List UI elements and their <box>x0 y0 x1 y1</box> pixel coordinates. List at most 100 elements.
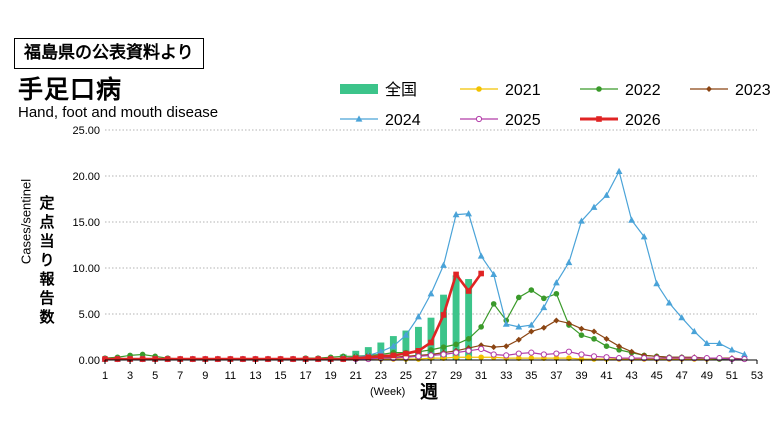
y-axis-label-jp: 定点当り報告数 <box>39 194 55 326</box>
point-2022 <box>528 287 535 293</box>
point-2023 <box>628 348 635 355</box>
x-tick-label: 23 <box>375 370 387 382</box>
point-2025 <box>415 353 422 360</box>
legend-marker-2021 <box>476 86 482 92</box>
y-tick-label: 15.00 <box>72 217 100 229</box>
point-2025 <box>691 355 698 362</box>
x-tick-label: 53 <box>751 370 763 382</box>
point-2024 <box>427 290 435 297</box>
x-tick-label: 45 <box>651 370 663 382</box>
x-tick-label: 51 <box>726 370 738 382</box>
point-2024 <box>502 320 510 327</box>
point-2025 <box>578 351 585 358</box>
point-2025 <box>716 355 723 362</box>
point-2025 <box>465 347 472 354</box>
point-2026 <box>227 356 234 362</box>
x-tick-label: 47 <box>676 370 688 382</box>
x-tick-label: 27 <box>425 370 437 382</box>
point-2021 <box>465 354 472 361</box>
legend-label-2025: 2025 <box>505 112 541 129</box>
point-2026 <box>202 356 209 362</box>
point-2022 <box>591 336 597 342</box>
x-tick-label: 19 <box>325 370 337 382</box>
point-2024 <box>741 350 748 358</box>
point-2026 <box>102 356 108 362</box>
line-2026 <box>105 272 483 361</box>
point-2026 <box>340 356 347 362</box>
point-2026 <box>302 356 309 362</box>
x-tick-label: 37 <box>550 370 562 382</box>
point-2025 <box>741 355 748 363</box>
chart-title: 手足口病 <box>18 75 123 104</box>
grid-lines <box>105 129 757 315</box>
point-2026 <box>114 356 121 362</box>
point-2025 <box>490 351 497 358</box>
point-2024 <box>377 348 385 355</box>
point-2024 <box>465 210 473 217</box>
point-2026 <box>265 356 271 362</box>
x-tick-label: 15 <box>274 370 286 382</box>
point-2025 <box>615 355 623 362</box>
point-2026 <box>415 348 422 354</box>
point-2022 <box>465 336 472 342</box>
legend-marker-2023 <box>706 86 712 92</box>
line-2023 <box>105 319 745 360</box>
point-2024 <box>590 203 598 210</box>
point-2026 <box>403 350 409 357</box>
point-2024 <box>690 327 698 335</box>
point-2024 <box>603 191 610 198</box>
x-tick-label: 9 <box>202 370 208 382</box>
point-2025 <box>553 350 560 357</box>
point-2022 <box>616 347 622 353</box>
point-2025 <box>540 351 547 358</box>
x-axis-label: (Week) <box>370 386 406 398</box>
x-tick-label: 5 <box>152 370 158 382</box>
source-label: 福島県の公表資料より <box>14 38 204 69</box>
x-tick-label: 43 <box>625 370 637 382</box>
legend-swatch-全国 <box>340 84 378 94</box>
point-2021 <box>478 354 484 361</box>
point-2026 <box>365 354 372 361</box>
y-tick-label: 20.00 <box>72 171 100 183</box>
point-2022 <box>478 324 484 330</box>
point-2021 <box>453 354 459 361</box>
legend-marker-2025 <box>475 115 483 123</box>
point-2025 <box>427 352 435 359</box>
point-2024 <box>728 346 736 353</box>
point-2024 <box>565 258 573 266</box>
point-2026 <box>478 270 484 277</box>
point-2024 <box>628 216 636 223</box>
point-2026 <box>127 356 133 362</box>
point-2026 <box>327 356 334 362</box>
y-tick-label: 25.00 <box>72 125 100 137</box>
point-2024 <box>415 313 422 320</box>
bar-全国 <box>427 317 435 360</box>
point-2025 <box>641 355 648 362</box>
x-tick-label: 21 <box>350 370 362 382</box>
point-2023 <box>503 343 510 350</box>
legend-label-2023: 2023 <box>735 82 771 99</box>
bar-全国 <box>440 294 447 360</box>
point-2024 <box>515 323 523 330</box>
point-2026 <box>440 312 447 318</box>
point-2024 <box>653 280 661 287</box>
point-2022 <box>578 332 585 338</box>
point-2026 <box>139 356 146 362</box>
point-2024 <box>615 167 623 174</box>
x-tick-label: 39 <box>575 370 587 382</box>
legend-marker-2024 <box>355 115 363 122</box>
x-tick-label: 41 <box>600 370 612 382</box>
point-2024 <box>678 314 686 321</box>
legend: 全国 2021 2022 2023 2024 2025 2026 <box>340 81 771 129</box>
point-2026 <box>315 356 321 362</box>
x-axis-label-jp: 週 <box>420 382 438 403</box>
point-2024 <box>540 303 548 311</box>
point-2024 <box>552 279 560 286</box>
line-2024 <box>105 170 745 360</box>
point-2025 <box>452 349 460 356</box>
point-2025 <box>515 350 522 357</box>
point-2026 <box>252 356 259 362</box>
line-2022 <box>104 289 745 360</box>
point-2025 <box>440 351 447 358</box>
